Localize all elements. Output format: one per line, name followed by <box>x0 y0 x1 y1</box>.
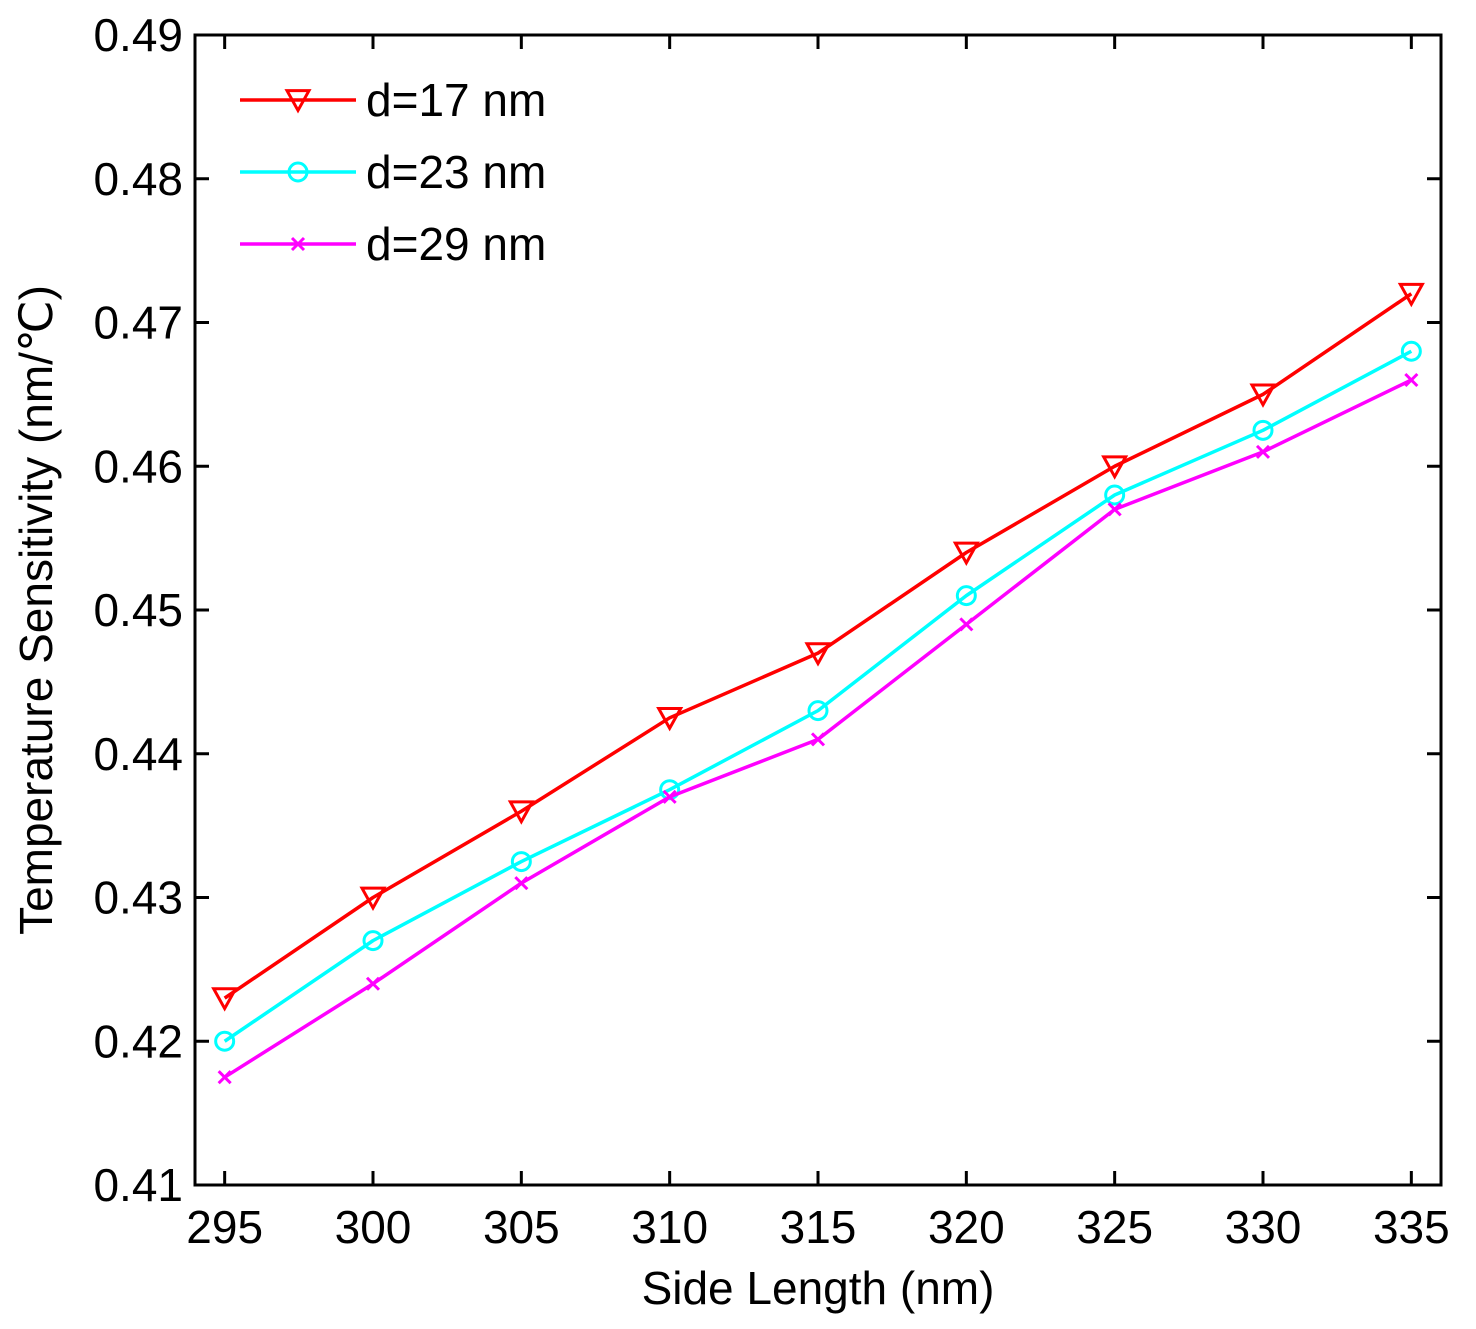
data-point-marker <box>507 800 535 825</box>
data-point-marker <box>362 930 384 952</box>
x-tick-label: 305 <box>483 1201 560 1253</box>
y-axis-label: Temperature Sensitivity (nm/℃) <box>10 285 62 935</box>
y-tick-label: 0.47 <box>93 297 183 349</box>
x-axis-label: Side Length (nm) <box>642 1262 995 1314</box>
data-point-marker <box>952 541 980 567</box>
series-line <box>223 292 1413 1000</box>
data-point-marker <box>804 642 832 667</box>
data-point-marker <box>287 161 309 183</box>
data-point-marker <box>514 876 529 891</box>
x-tick-label: 335 <box>1373 1201 1450 1253</box>
y-tick-label: 0.43 <box>93 872 183 924</box>
legend-label: d=17 nm <box>366 74 546 126</box>
x-tick-label: 300 <box>335 1201 412 1253</box>
legend: d=17 nm d=23 nm d=29 nm <box>240 74 546 270</box>
legend-label: d=23 nm <box>366 146 546 198</box>
data-point-marker <box>365 976 381 991</box>
x-tick-label: 310 <box>631 1201 708 1253</box>
series-1 <box>211 282 1425 1012</box>
data-point-marker <box>284 89 312 114</box>
y-tick-label: 0.45 <box>93 584 183 636</box>
y-tick-label: 0.49 <box>93 9 183 61</box>
data-point-marker <box>1397 282 1425 308</box>
x-tick-label: 295 <box>186 1201 263 1253</box>
data-point-marker <box>662 789 677 804</box>
data-point-marker <box>290 236 306 252</box>
y-tick-label: 0.41 <box>93 1159 183 1211</box>
data-point-marker <box>810 732 826 747</box>
legend-entry: d=23 nm <box>240 146 546 198</box>
data-point-marker <box>807 700 829 722</box>
data-point-marker <box>1249 383 1277 408</box>
legend-label: d=29 nm <box>366 218 546 270</box>
data-point-marker <box>211 987 239 1012</box>
x-tick-label: 320 <box>928 1201 1005 1253</box>
data-point-marker <box>959 617 974 632</box>
data-point-marker <box>955 585 977 607</box>
data-point-marker <box>510 851 532 873</box>
data-point-marker <box>359 886 387 912</box>
y-tick-label: 0.44 <box>93 728 183 780</box>
data-point-marker <box>1404 372 1419 388</box>
legend-entry: d=17 nm <box>240 74 546 126</box>
series-layer <box>211 282 1425 1085</box>
data-point-marker <box>214 1030 236 1052</box>
series-line <box>223 349 1413 1043</box>
data-point-marker <box>656 706 684 732</box>
series-3 <box>217 372 1419 1085</box>
y-tick-label: 0.46 <box>93 440 183 492</box>
data-point-marker <box>1400 340 1422 362</box>
y-tick-label: 0.48 <box>93 153 183 205</box>
x-tick-label: 315 <box>780 1201 857 1253</box>
data-point-marker <box>1252 419 1274 441</box>
series-2 <box>214 340 1422 1052</box>
x-tick-label: 325 <box>1076 1201 1153 1253</box>
data-point-marker <box>1104 484 1126 506</box>
axis-ticks: 295 300 305 310 315 320 325 330 335 0.41 0.42 0.43 0… <box>93 9 1449 1253</box>
y-tick-label: 0.42 <box>93 1015 183 1067</box>
data-point-marker <box>217 1070 232 1085</box>
legend-entry: d=29 nm <box>240 218 546 270</box>
plot-area <box>193 33 1443 1187</box>
data-point-marker <box>1255 444 1271 459</box>
x-tick-label: 330 <box>1225 1201 1302 1253</box>
data-point-marker <box>1101 455 1129 480</box>
data-point-marker <box>1107 502 1122 517</box>
